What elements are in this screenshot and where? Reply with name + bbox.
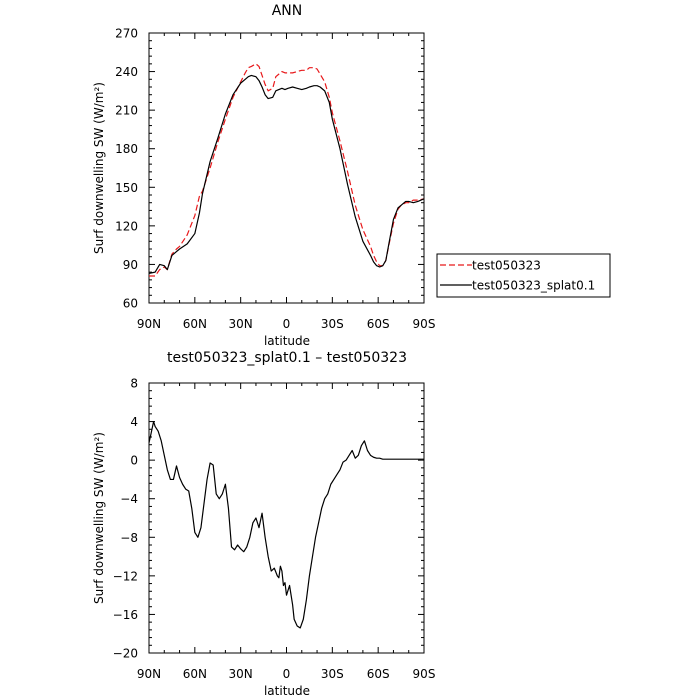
bottom-y-tick-label: 4	[130, 415, 138, 429]
bottom-series-group	[148, 420, 424, 629]
top-series-group	[148, 63, 425, 277]
top-panel: ANN 90N 60N 30N 0 30S 60S 90S 60 90 120 150 180 210 2…	[92, 3, 435, 348]
bottom-series-line-difference	[148, 420, 424, 629]
bottom-tick-labels: 90N 60N 30N 0 30S 60S 90S −20 −16 −12 −8 −4 0 4 8	[113, 377, 436, 682]
bottom-x-tick-label: 30S	[321, 667, 344, 681]
top-y-tick-label: 60	[123, 297, 138, 311]
bottom-axis-ticks	[148, 382, 425, 654]
bottom-x-tick-label: 30N	[229, 667, 253, 681]
top-y-tick-label: 180	[115, 142, 138, 156]
top-x-axis-label: latitude	[264, 334, 310, 348]
top-series-line-test050323-splat0-1	[148, 74, 425, 275]
top-chart-title: ANN	[272, 3, 303, 19]
top-y-tick-label: 150	[115, 181, 138, 195]
bottom-y-tick-label: −20	[113, 647, 138, 661]
top-y-tick-label: 90	[123, 258, 138, 272]
bottom-plot-frame	[148, 382, 425, 654]
top-x-tick-label: 30S	[321, 317, 344, 331]
bottom-y-tick-label: 8	[130, 377, 138, 391]
legend-label-test050323-splat: test050323_splat0.1	[472, 279, 595, 293]
bottom-x-tick-label: 60S	[367, 667, 390, 681]
top-x-tick-label: 60N	[183, 317, 207, 331]
top-x-tick-label: 30N	[229, 317, 253, 331]
top-series-line-test050323	[149, 63, 425, 277]
legend-box	[436, 253, 611, 298]
bottom-y-tick-label: 0	[130, 454, 138, 468]
bottom-panel: test050323_splat0.1 – test050323 90N 60N 3…	[92, 350, 435, 698]
top-y-tick-label: 270	[115, 27, 138, 41]
bottom-x-tick-label: 90N	[137, 667, 161, 681]
bottom-x-tick-label: 60N	[183, 667, 207, 681]
top-x-tick-label: 60S	[367, 317, 390, 331]
top-x-tick-label: 0	[283, 317, 291, 331]
bottom-y-tick-label: −8	[120, 531, 138, 545]
top-y-tick-label: 240	[115, 65, 138, 79]
bottom-chart-title: test050323_splat0.1 – test050323	[167, 350, 407, 366]
bottom-y-tick-label: −16	[113, 608, 138, 622]
top-y-tick-label: 120	[115, 219, 138, 233]
top-y-tick-label: 210	[115, 104, 138, 118]
bottom-y-axis-label: Surf downwelling SW (W/m²)	[92, 432, 106, 604]
top-plot-frame	[148, 32, 425, 304]
top-tick-labels: 90N 60N 30N 0 30S 60S 90S 60 90 120 150 180 210 240 27…	[115, 27, 435, 332]
legend: test050323 test050323_splat0.1	[436, 253, 611, 298]
bottom-x-tick-label: 0	[283, 667, 291, 681]
legend-label-test050323: test050323	[472, 259, 541, 273]
bottom-y-tick-label: −4	[120, 492, 138, 506]
bottom-y-tick-label: −12	[113, 569, 138, 583]
top-axis-ticks	[148, 32, 425, 304]
bottom-x-axis-label: latitude	[264, 684, 310, 698]
top-x-tick-label: 90N	[137, 317, 161, 331]
top-x-tick-label: 90S	[413, 317, 436, 331]
top-y-axis-label: Surf downwelling SW (W/m²)	[92, 82, 106, 254]
bottom-x-tick-label: 90S	[413, 667, 436, 681]
